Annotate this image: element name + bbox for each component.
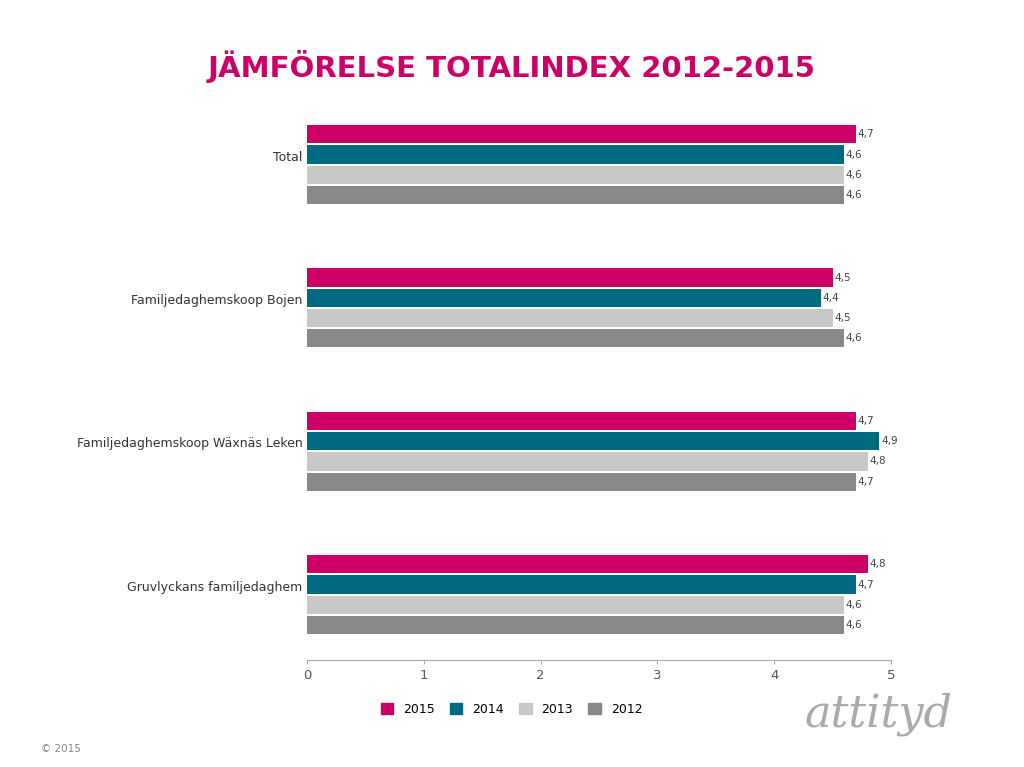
Text: © 2015: © 2015 (41, 744, 81, 754)
Bar (307, 125, 856, 143)
Bar (307, 289, 821, 307)
Text: 4,6: 4,6 (846, 150, 862, 160)
Text: 4,7: 4,7 (858, 477, 874, 487)
Text: 4,6: 4,6 (846, 334, 862, 344)
Text: 4,5: 4,5 (835, 272, 851, 282)
Text: 4,6: 4,6 (846, 190, 862, 200)
Bar (307, 453, 867, 470)
Bar (307, 555, 867, 573)
Text: 4,5: 4,5 (835, 313, 851, 323)
Legend: 2015, 2014, 2013, 2012: 2015, 2014, 2013, 2012 (376, 697, 647, 720)
Text: 4,9: 4,9 (881, 436, 898, 446)
Bar (307, 472, 856, 491)
Bar (307, 596, 844, 614)
Bar (307, 432, 880, 450)
Text: 4,6: 4,6 (846, 600, 862, 610)
Bar (307, 575, 856, 594)
Text: 4,6: 4,6 (846, 170, 862, 179)
Text: 4,8: 4,8 (869, 456, 886, 466)
Text: 4,7: 4,7 (858, 129, 874, 139)
Text: 4,7: 4,7 (858, 580, 874, 590)
Bar (307, 186, 844, 204)
Text: JÄMFÖRELSE TOTALINDEX 2012-2015: JÄMFÖRELSE TOTALINDEX 2012-2015 (208, 50, 816, 83)
Text: 4,8: 4,8 (869, 559, 886, 569)
Text: 4,7: 4,7 (858, 416, 874, 426)
Bar (307, 166, 844, 184)
Bar (307, 616, 844, 634)
Text: 4,4: 4,4 (822, 293, 840, 303)
Text: 4,6: 4,6 (846, 621, 862, 630)
Bar (307, 330, 844, 347)
Bar (307, 309, 833, 328)
Bar (307, 268, 833, 287)
Text: attityd: attityd (804, 693, 952, 736)
Bar (307, 412, 856, 430)
Bar (307, 146, 844, 163)
